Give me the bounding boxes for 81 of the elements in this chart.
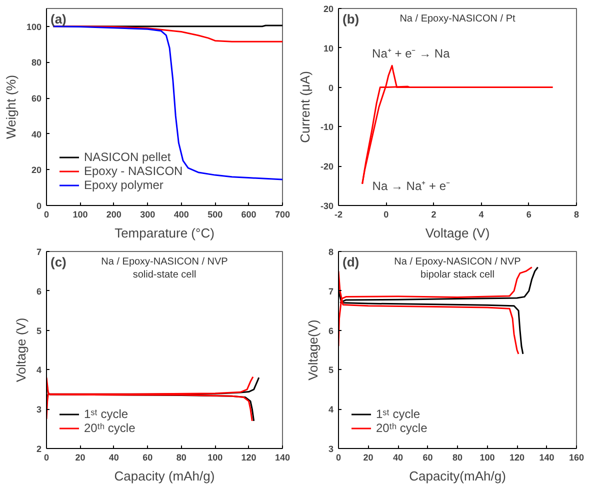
x-tick-label: 140 [274,452,290,462]
annotation: Na⁺ + e⁻ → Na [372,46,450,61]
x-tick-label: 200 [106,210,122,220]
legend-label: NASICON pellet [84,150,171,164]
x-tick-label: 20 [363,452,374,462]
x-tick-label: 60 [422,452,433,462]
text: bipolar stack cell [420,270,494,280]
legend-label: 20ᵗʰ cycle [376,421,428,435]
x-tick-label: 40 [108,452,119,462]
x-tick-label: 6 [526,210,532,220]
y-tick-label: -10 [320,122,334,132]
x-tick-label: 80 [452,452,463,462]
y-tick-label: 7 [328,286,334,296]
x-tick-label: 0 [44,210,50,220]
x-tick-label: 500 [208,210,223,220]
x-axis-title: Capacity (mAh/g) [114,468,215,484]
y-tick-label: 0 [328,82,334,93]
y-tick-label: 5 [328,365,334,376]
x-tick-label: 2 [431,210,436,220]
x-axis-title: Capacity(mAh/g) [409,468,506,484]
x-tick-label: 80 [176,452,186,462]
y-tick-label: 5 [36,326,42,336]
y-tick-label: 0 [36,201,42,211]
y-tick-label: 4 [328,404,334,415]
y-tick-label: 10 [323,43,334,54]
y-tick-label: 80 [31,58,42,68]
x-axis-title: Temparature (°C) [114,226,214,240]
y-tick-label: 4 [36,365,42,376]
x-tick-label: 0 [336,452,342,462]
y-tick-label: 20 [31,165,42,176]
x-tick-label: 20 [75,452,86,462]
x-tick-label: 0 [384,210,389,220]
y-tick-label: 60 [31,94,42,104]
x-tick-label: 400 [174,210,189,220]
y-axis-title: Weight (%) [3,74,18,140]
y-tick-label: 7 [36,247,42,257]
y-tick-label: 8 [328,247,334,257]
x-tick-label: 40 [392,452,404,462]
y-tick-label: -20 [320,162,334,172]
x-tick-label: 100 [480,452,495,462]
y-tick-label: 2 [36,444,42,454]
x-tick-label: 8 [574,210,580,220]
x-tick-label: 4 [478,210,484,220]
annotation: (a) [50,12,66,26]
annotation: (b) [342,12,360,26]
legend-label: Epoxy polymer [84,178,164,192]
y-axis-title: Current (μA) [297,71,312,143]
text: Na / Epoxy-NASICON / Pt [400,14,516,24]
y-axis-title: Voltage (V) [13,318,28,382]
y-axis-title: Voltage(V) [305,320,320,380]
y-tick-label: 3 [328,444,334,454]
text: Na / Epoxy-NASICON / NVP [394,256,522,268]
text: Na / Epoxy-NASICON / NVP [101,256,228,268]
x-tick-label: 60 [142,452,153,462]
annotation: (c) [50,254,66,270]
x-axis-title: Voltage (V) [425,226,490,240]
x-tick-label: 600 [241,210,256,220]
y-tick-label: -30 [320,201,334,211]
x-tick-label: 300 [140,210,156,220]
y-tick-label: 40 [31,129,42,140]
y-tick-label: 3 [36,404,42,415]
x-tick-label: 700 [274,210,290,220]
legend-label: Epoxy - NASICON [84,164,183,178]
x-tick-label: -2 [334,210,343,220]
legend-label: 20ᵗʰ cycle [84,421,136,435]
x-tick-label: 100 [208,452,223,462]
y-tick-label: 6 [328,326,334,336]
text: solid-state cell [132,270,196,280]
x-tick-label: 0 [44,452,50,462]
x-tick-label: 120 [241,452,256,462]
x-tick-label: 160 [568,452,584,462]
y-tick-label: 100 [26,22,42,32]
legend-label: 1ˢᵗ cycle [84,407,128,421]
annotation: Na → Na⁺ + e⁻ [372,178,450,193]
annotation: (d) [342,254,360,270]
y-tick-label: 20 [323,4,334,14]
y-tick-label: 6 [36,286,42,296]
x-tick-label: 140 [539,452,554,462]
x-tick-label: 120 [509,452,525,462]
legend-label: 1ˢᵗ cycle [376,407,420,421]
x-tick-label: 100 [72,210,88,220]
